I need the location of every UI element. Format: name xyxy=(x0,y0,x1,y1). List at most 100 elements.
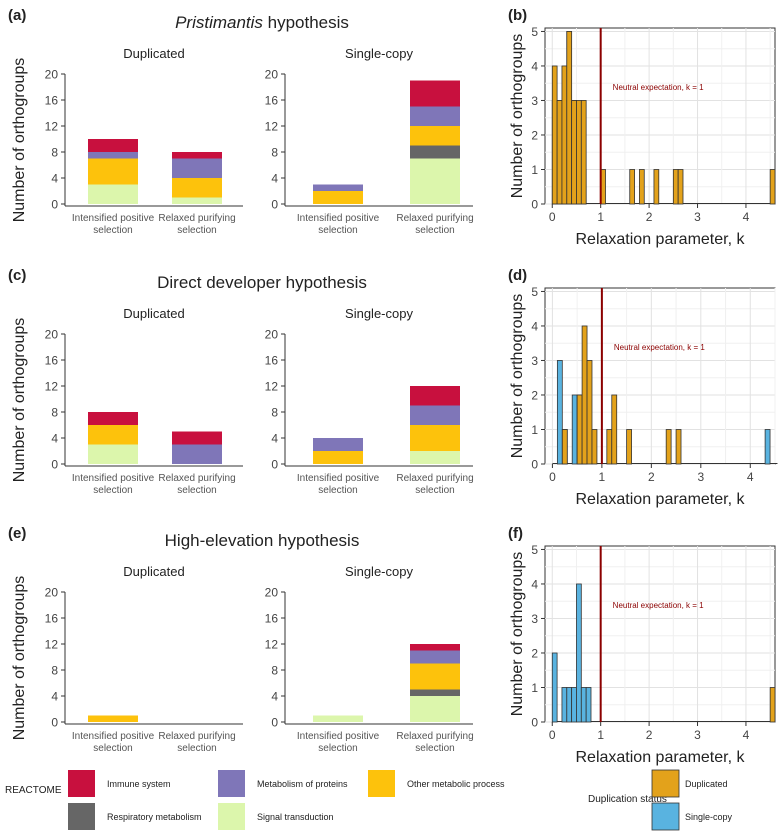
bar-segment-immune xyxy=(410,80,460,107)
facet-label: Single-copy xyxy=(345,46,413,61)
x-tick-label: 3 xyxy=(694,210,701,224)
y-axis-label: Number of orthogroups xyxy=(11,576,28,741)
neutral-annotation: Neutral expectation, k = 1 xyxy=(613,83,704,92)
hist-bar-dup xyxy=(629,169,635,205)
hist-bar-dup xyxy=(611,394,618,465)
hist-bar-dup xyxy=(580,100,587,205)
x-tick-label: Relaxed purifying xyxy=(396,473,473,484)
bar-segment-immune xyxy=(172,152,222,159)
hist-bar-dup xyxy=(677,169,684,205)
facet-label: Single-copy xyxy=(345,564,413,579)
x-tick-label: 0 xyxy=(549,210,556,224)
panel-label: (b) xyxy=(508,7,527,24)
bar-segment-proteins xyxy=(410,405,460,425)
bar-segment-signal xyxy=(410,696,460,722)
x-tick-label: Intensified positive xyxy=(297,473,380,484)
y-tick-label: 16 xyxy=(45,354,59,368)
y-tick-label: 1 xyxy=(531,681,538,695)
hist-bar-single xyxy=(764,429,771,465)
y-tick-label: 16 xyxy=(265,354,279,368)
y-tick-label: 4 xyxy=(531,319,538,333)
x-tick-label: 1 xyxy=(597,728,604,742)
x-tick-label: 3 xyxy=(694,728,701,742)
y-tick-label: 20 xyxy=(45,586,59,600)
y-tick-label: 4 xyxy=(271,172,278,186)
hist-bar-single xyxy=(571,687,577,723)
y-tick-label: 20 xyxy=(265,328,279,342)
legend-label-other: Other metabolic process xyxy=(407,779,505,789)
y-tick-label: 12 xyxy=(265,380,279,394)
y-tick-label: 20 xyxy=(265,68,279,82)
y-axis-label: Number of orthogroups xyxy=(11,58,28,223)
x-tick-label: Relaxed purifying xyxy=(396,213,473,224)
bar-segment-respiratory xyxy=(410,689,460,696)
bar-segment-other xyxy=(410,663,460,690)
facet-label: Duplicated xyxy=(123,46,184,61)
y-tick-label: 20 xyxy=(265,586,279,600)
panel-title-rest: High-elevation hypothesis xyxy=(165,531,360,550)
x-tick-label: Intensified positive xyxy=(297,213,380,224)
bar-segment-respiratory xyxy=(410,145,460,159)
y-tick-label: 16 xyxy=(265,612,279,626)
y-tick-label: 4 xyxy=(271,432,278,446)
panel-label: (d) xyxy=(508,267,527,284)
y-tick-label: 8 xyxy=(51,664,58,678)
y-tick-label: 0 xyxy=(51,198,58,212)
legend-label-single: Single-copy xyxy=(685,812,733,822)
y-tick-label: 0 xyxy=(271,458,278,472)
x-tick-label: selection xyxy=(318,743,357,754)
bar-segment-other xyxy=(88,158,138,185)
y-tick-label: 8 xyxy=(271,146,278,160)
panel-title-rest: Direct developer hypothesis xyxy=(157,273,367,292)
hist-bar-dup xyxy=(561,65,568,205)
x-tick-label: Intensified positive xyxy=(297,731,380,742)
hist-bar-dup xyxy=(591,429,598,465)
legend-label-respiratory: Respiratory metabolism xyxy=(107,812,202,822)
y-tick-label: 2 xyxy=(531,646,538,660)
panel-label: (c) xyxy=(8,267,26,284)
y-tick-label: 4 xyxy=(51,432,58,446)
bar-segment-signal xyxy=(172,197,222,204)
y-tick-label: 0 xyxy=(531,716,538,730)
x-tick-label: 4 xyxy=(747,470,754,484)
hist-bar-dup xyxy=(556,100,563,205)
y-tick-label: 16 xyxy=(45,94,59,108)
panel-label: (e) xyxy=(8,525,26,542)
y-tick-label: 1 xyxy=(531,163,538,177)
legend-title: Duplication status xyxy=(588,794,667,805)
y-axis-label: Number of orthogroups xyxy=(509,552,526,717)
panel-label: (a) xyxy=(8,7,26,24)
hist-bar-dup xyxy=(576,100,582,205)
bar-segment-immune xyxy=(410,386,460,406)
x-tick-label: 2 xyxy=(646,210,653,224)
hist-bar-dup xyxy=(672,169,679,205)
bar-segment-immune xyxy=(172,431,222,445)
legend-duplication: Duplication status Duplicated Single-copy xyxy=(588,769,733,831)
legend-swatch-proteins xyxy=(218,770,245,797)
x-tick-label: selection xyxy=(93,485,132,496)
x-tick-label: 0 xyxy=(549,728,556,742)
hist-bar-dup xyxy=(581,325,588,465)
bar-segment-immune xyxy=(88,412,138,425)
hist-bar-dup xyxy=(551,65,558,205)
hist-bar-dup xyxy=(665,429,672,465)
bar-segment-proteins xyxy=(313,184,363,191)
y-tick-label: 16 xyxy=(45,612,59,626)
y-tick-label: 5 xyxy=(531,25,538,39)
hist-bar-single xyxy=(561,687,568,723)
x-tick-label: selection xyxy=(177,485,216,496)
panel-title: Pristimantis hypothesis xyxy=(175,13,349,32)
x-tick-label: Relaxed purifying xyxy=(396,731,473,742)
y-tick-label: 16 xyxy=(265,94,279,108)
y-tick-label: 2 xyxy=(531,128,538,142)
y-tick-label: 5 xyxy=(531,543,538,557)
y-tick-label: 12 xyxy=(265,638,279,652)
legend-label-proteins: Metabolism of proteins xyxy=(257,779,348,789)
x-tick-label: selection xyxy=(93,743,132,754)
hist-bar-single xyxy=(576,583,582,723)
bar-segment-signal xyxy=(313,715,363,722)
x-tick-label: selection xyxy=(415,225,454,236)
y-tick-label: 0 xyxy=(531,458,538,472)
y-tick-label: 12 xyxy=(45,120,59,134)
